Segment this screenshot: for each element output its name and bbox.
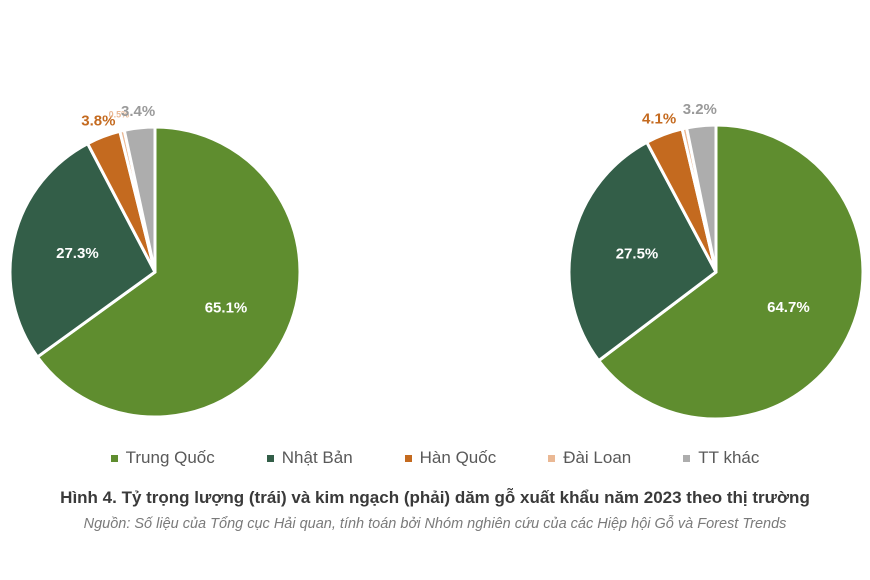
legend-item-han-quoc: Hàn Quốc <box>404 448 497 468</box>
data-label: 3.2% <box>683 101 717 118</box>
pie-chart-left: 65.1% 27.3% 3.8%0.5%3.4% <box>8 103 302 419</box>
legend-label: Hàn Quốc <box>419 448 497 467</box>
legend-label: Nhật Bản <box>281 448 353 467</box>
data-label: 65.1% <box>205 299 248 316</box>
data-label: 0.5% <box>109 110 130 120</box>
legend-item-nhat-ban: Nhật Bản <box>266 448 353 468</box>
legend: Trung Quốc Nhật Bản Hàn Quốc Đài Loan TT… <box>0 444 870 472</box>
data-label: 64.7% <box>767 299 810 316</box>
slice-tt-khac <box>122 125 157 274</box>
legend-label: Trung Quốc <box>125 448 215 467</box>
data-label: 3.8% <box>81 112 115 129</box>
figure-source: Nguồn: Số liệu của Tổng cục Hải quan, tí… <box>83 516 787 532</box>
slice-trung-quoc <box>36 125 302 419</box>
legend-label: TT khác <box>698 448 760 467</box>
legend-swatch <box>404 454 412 462</box>
legend-swatch <box>266 454 274 462</box>
pie-chart-right: 64.7% 27.5% 4.1% 3.2% <box>567 101 865 421</box>
legend-swatch <box>683 454 691 462</box>
pie-charts: 65.1% 27.3% 3.8%0.5%3.4% 64.7% 27.5% 4.1% 3.2% <box>8 101 865 421</box>
slice-nhat-ban <box>567 140 718 363</box>
legend-swatch <box>548 454 556 462</box>
slice-trung-quoc <box>597 123 865 421</box>
legend-item-dai-loan: Đài Loan <box>548 448 631 468</box>
legend-swatch <box>110 454 118 462</box>
data-label: 27.3% <box>56 245 99 262</box>
data-label: 3.4% <box>121 103 155 120</box>
data-label: 27.5% <box>616 246 659 263</box>
legend-label: Đài Loan <box>563 448 632 467</box>
slice-nhat-ban <box>8 142 157 359</box>
legend-item-tt-khac: TT khác <box>683 448 759 468</box>
legend-item-trung-quoc: Trung Quốc <box>110 448 215 468</box>
slice-tt-khac <box>685 123 718 274</box>
data-label: 4.1% <box>642 110 676 127</box>
figure-caption: Hình 4. Tỷ trọng lượng (trái) và kim ngạ… <box>60 488 810 507</box>
